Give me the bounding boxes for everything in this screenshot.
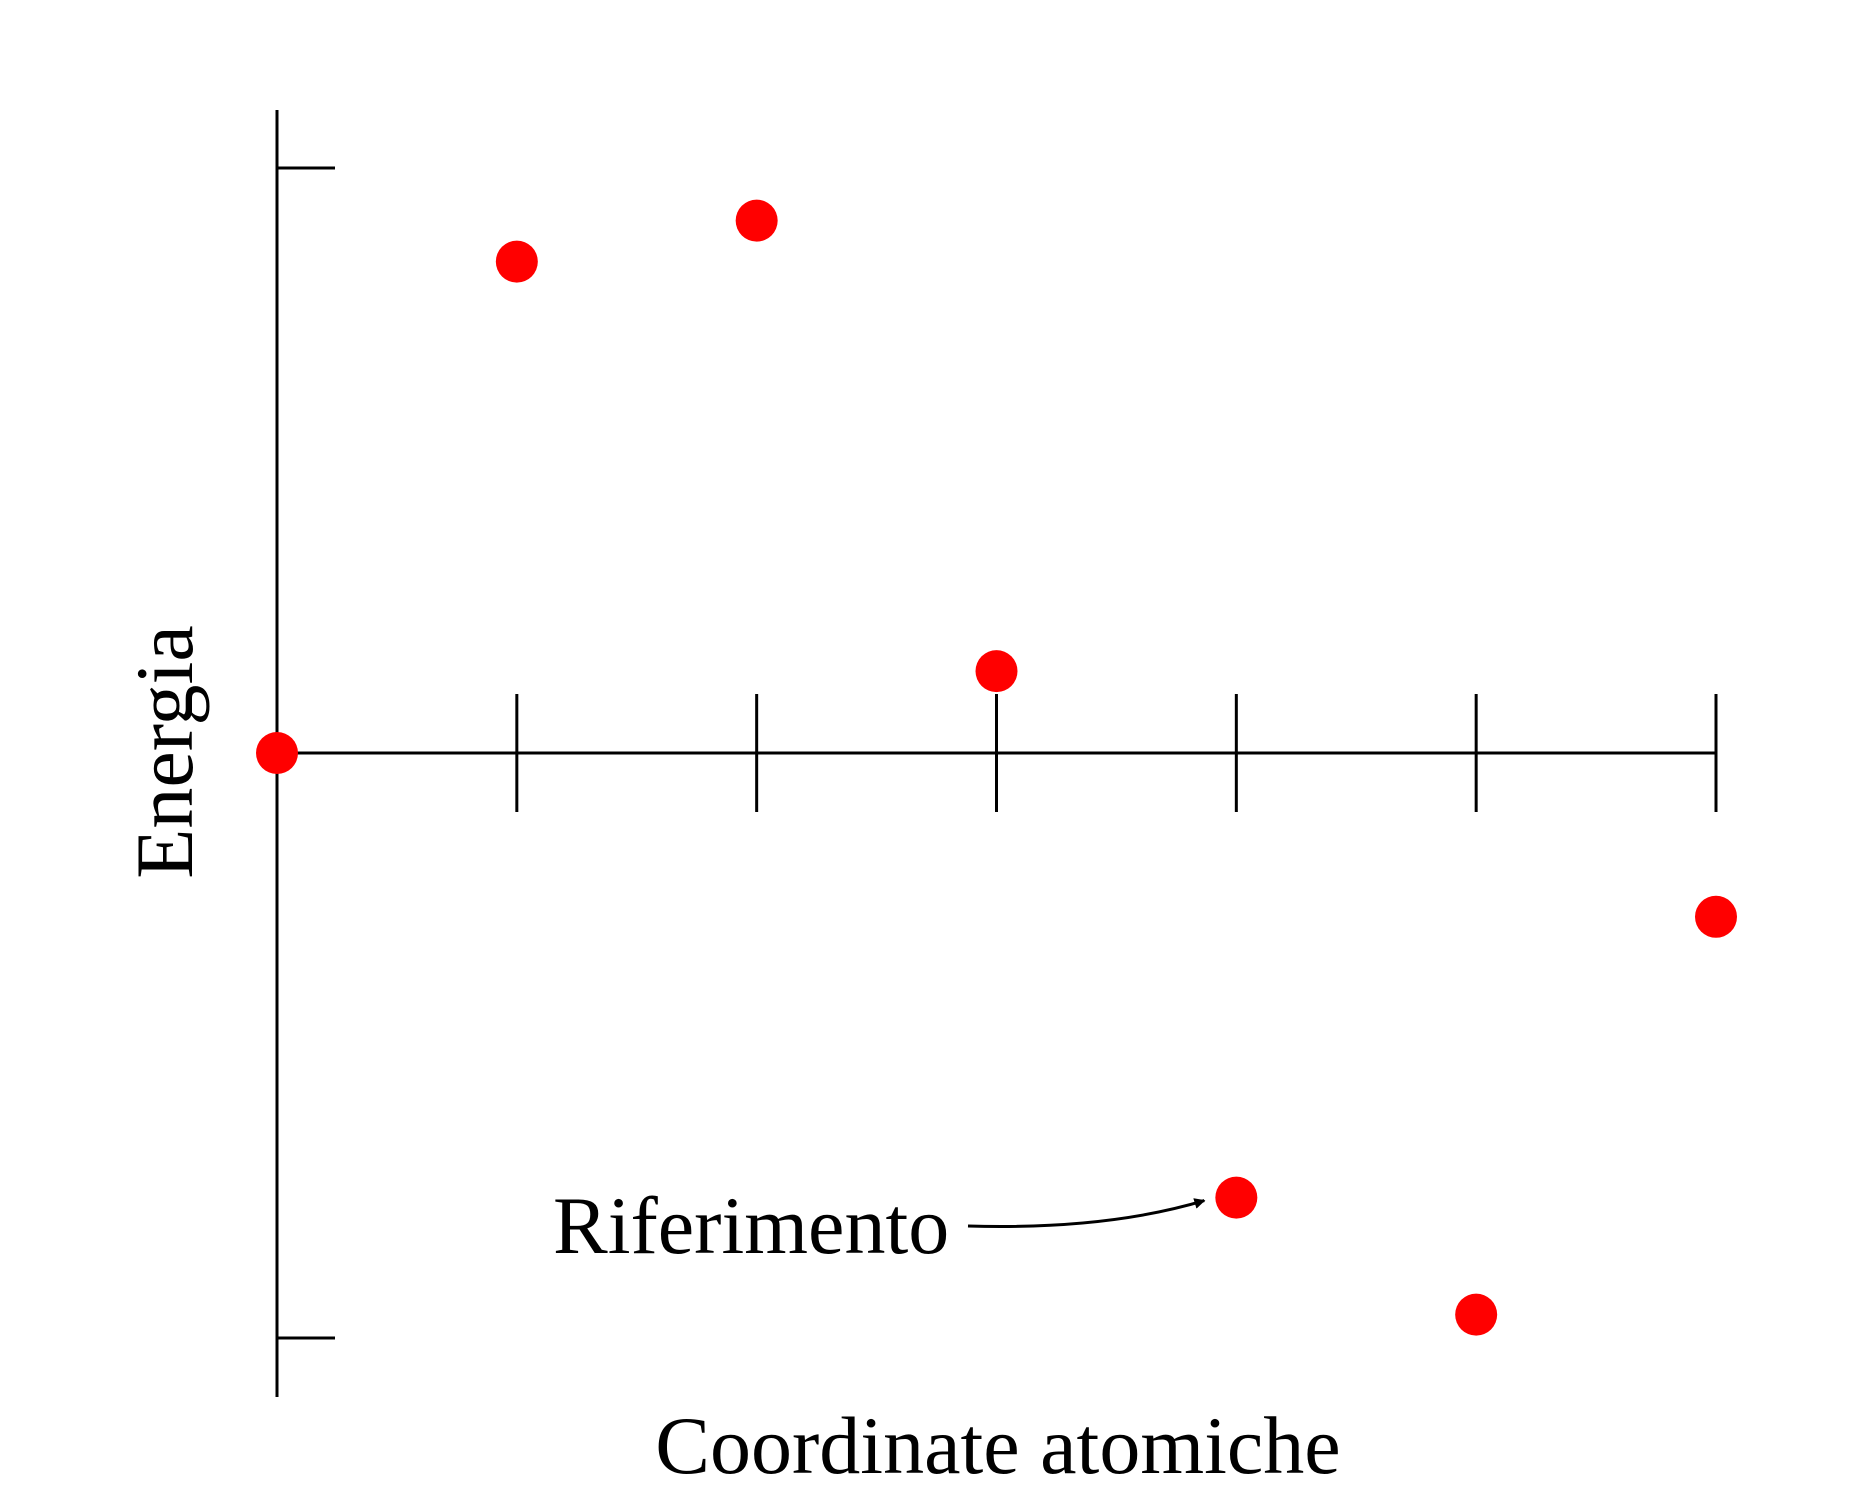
data-point (975, 650, 1018, 693)
data-point (256, 732, 298, 774)
data-point (1455, 1293, 1498, 1336)
data-point (1215, 1176, 1258, 1219)
annotation-arrow (967, 1198, 1206, 1228)
annotation-label: Riferimento (553, 1180, 949, 1271)
y-axis-label: Energia (119, 625, 210, 879)
x-axis-label: Coordinate atomiche (655, 1400, 1340, 1491)
data-points (256, 199, 1737, 1336)
axes (275, 110, 1718, 1397)
data-point (495, 240, 538, 283)
data-point (1695, 895, 1737, 938)
data-point (735, 199, 778, 242)
